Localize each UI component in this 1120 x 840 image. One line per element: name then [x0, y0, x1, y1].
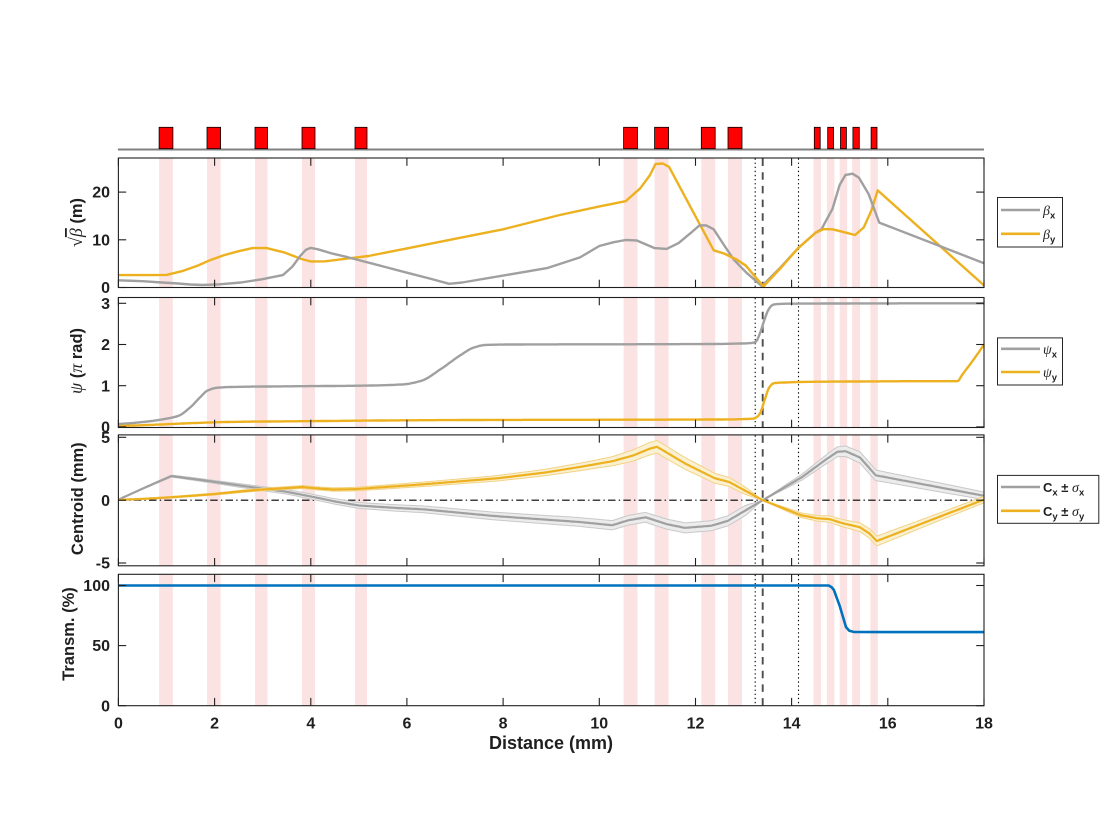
svg-text:Distance (mm): Distance (mm)	[489, 733, 613, 753]
svg-text:0: 0	[101, 698, 110, 715]
svg-text:20: 20	[92, 185, 110, 202]
svg-text:-5: -5	[96, 556, 110, 573]
svg-text:5: 5	[101, 430, 110, 447]
svg-text:6: 6	[402, 716, 411, 733]
svg-text:ψy: ψy	[1043, 366, 1058, 384]
svg-text:10: 10	[92, 232, 110, 249]
svg-text:12: 12	[687, 716, 705, 733]
svg-text:1: 1	[101, 378, 110, 395]
svg-text:50: 50	[92, 638, 110, 655]
svg-text:3: 3	[101, 296, 110, 313]
svg-text:0: 0	[101, 420, 110, 437]
svg-text:14: 14	[783, 716, 801, 733]
svg-text:βx: βx	[1042, 204, 1056, 222]
svg-text:0: 0	[114, 716, 123, 733]
svg-text:18: 18	[975, 716, 993, 733]
svg-text:4: 4	[306, 716, 315, 733]
svg-text:2: 2	[210, 716, 219, 733]
svg-text:16: 16	[879, 716, 897, 733]
svg-text:ψ (π rad): ψ (π rad)	[66, 328, 86, 394]
svg-text:Centroid (mm): Centroid (mm)	[69, 442, 87, 555]
svg-text:8: 8	[499, 716, 508, 733]
svg-text:√β (m): √β (m)	[66, 198, 86, 247]
svg-text:10: 10	[590, 716, 608, 733]
svg-text:2: 2	[101, 337, 110, 354]
svg-text:ψx: ψx	[1043, 343, 1058, 361]
svg-text:βy: βy	[1042, 228, 1056, 246]
svg-text:100: 100	[83, 578, 110, 595]
svg-text:0: 0	[101, 493, 110, 510]
svg-text:Transm. (%): Transm. (%)	[60, 587, 78, 681]
svg-text:0: 0	[101, 280, 110, 297]
